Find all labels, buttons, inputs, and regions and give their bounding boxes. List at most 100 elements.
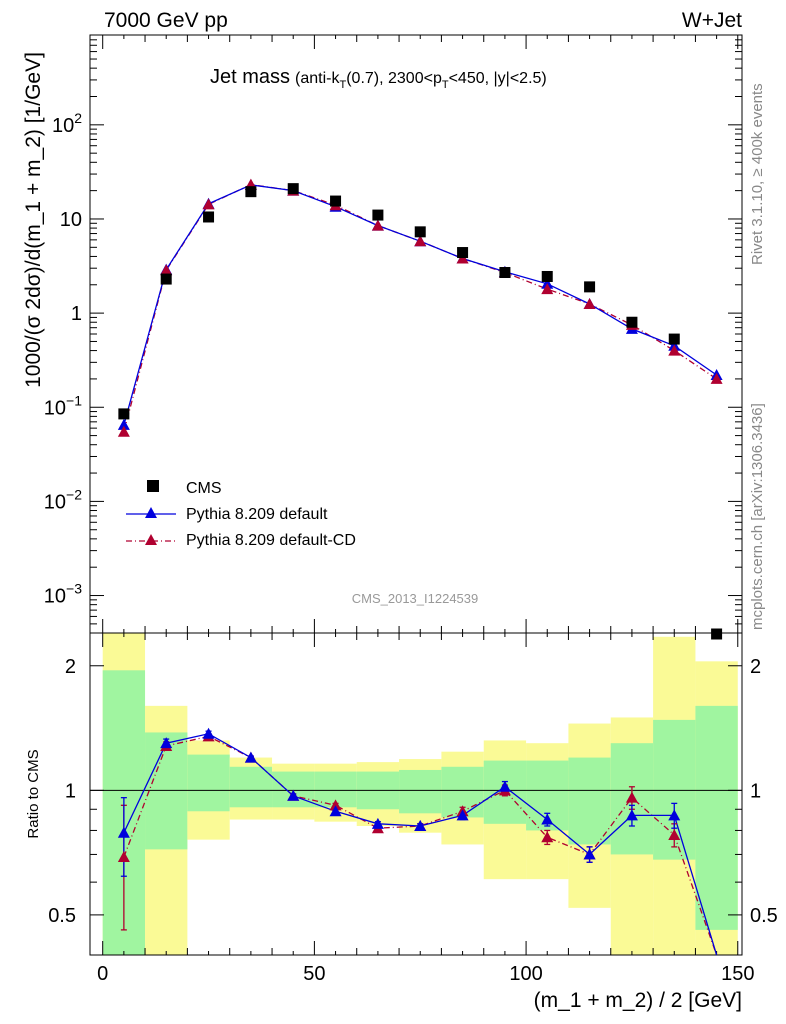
ratio-y-tick-label-right: 0.5 xyxy=(750,905,778,927)
main-y-tick-labels: 10−3 10−2 10−1 1 10 102 xyxy=(44,110,82,608)
ratio-point-default xyxy=(329,805,342,817)
ratio-data-marks xyxy=(117,727,718,956)
ratio-point-default xyxy=(371,817,384,829)
point-cms xyxy=(160,273,172,285)
band-inner xyxy=(568,757,611,845)
main-tick-group xyxy=(90,34,742,634)
ratio-y-tick-label-right: 2 xyxy=(750,656,761,678)
mcplots-label: mcplots.cern.ch [arXiv:1306.3436] xyxy=(749,403,766,630)
annotation-main: Jet mass xyxy=(210,66,290,88)
ratio-frame xyxy=(89,632,743,956)
point-cms xyxy=(626,316,638,328)
legend-marker-default xyxy=(145,507,157,518)
point-cms xyxy=(668,333,680,345)
x-tick-labels: 0 50 100 150 xyxy=(97,963,754,985)
point-cms xyxy=(118,408,130,420)
point-cms xyxy=(499,267,511,279)
point-default-cd xyxy=(371,219,384,231)
legend-marker-default-cd xyxy=(145,534,157,545)
point-cms xyxy=(372,209,384,221)
ratio-point-default xyxy=(160,737,173,749)
point-cms xyxy=(584,281,596,293)
point-cms xyxy=(287,183,299,195)
point-default-cd xyxy=(583,297,596,309)
annotation-sub-2: T xyxy=(442,79,449,91)
ratio-point-default xyxy=(456,809,469,821)
ratio-y-tick-label-left: 0.5 xyxy=(48,905,76,927)
main-y-tick-label: 10−2 xyxy=(44,486,82,513)
legend-label-default-cd: Pythia 8.209 default-CD xyxy=(186,532,356,549)
ratio-point-default-cd xyxy=(117,851,130,863)
ratio-point-default-cd xyxy=(329,799,342,811)
point-default-cd xyxy=(668,344,681,356)
ratio-point-default xyxy=(244,751,257,763)
legend-label-default: Pythia 8.209 default xyxy=(186,506,328,523)
legend-label-cms: CMS xyxy=(186,480,222,497)
ratio-point-default xyxy=(625,809,638,821)
annotation-detail-1: (anti-k xyxy=(295,70,340,87)
main-data-marks xyxy=(117,178,723,640)
ratio-uncertainty-bands xyxy=(102,633,738,955)
point-default-cd xyxy=(202,198,215,210)
ratio-tick-group xyxy=(90,633,742,956)
main-y-axis-title: 1000/(σ 2dσ)/d(m_1 + m_2) [1/GeV] xyxy=(22,52,45,388)
ratio-y-axis-title: Ratio to CMS xyxy=(25,749,42,838)
band-inner xyxy=(695,705,738,930)
ratio-y-tick-label-right: 1 xyxy=(750,780,761,802)
header-right-label: W+Jet xyxy=(682,9,742,32)
analysis-watermark: CMS_2013_I1224539 xyxy=(352,591,479,606)
band-inner xyxy=(272,771,315,808)
ratio-point-default xyxy=(117,826,130,838)
x-tick-label: 100 xyxy=(509,963,542,985)
main-y-tick-label: 10−1 xyxy=(44,392,82,419)
main-y-tick-label: 10 xyxy=(60,209,82,231)
point-cms xyxy=(457,247,469,259)
main-y-tick-label: 102 xyxy=(52,110,82,137)
ratio-point-default xyxy=(668,809,681,821)
rivet-version-label: Rivet 3.1.10, ≥ 400k events xyxy=(749,83,766,265)
ratio-point-default xyxy=(583,848,596,860)
point-default-cd xyxy=(414,235,427,247)
point-default-cd xyxy=(710,372,723,384)
point-default xyxy=(117,418,130,430)
ratio-y-tick-label-left: 1 xyxy=(65,780,76,802)
x-tick-label: 150 xyxy=(721,963,754,985)
annotation-sub-1: T xyxy=(339,79,346,91)
plot-annotation: Jet mass (anti-kT(0.7), 2300<pT<450, |y|<… xyxy=(210,66,547,91)
point-default-cd xyxy=(541,283,554,295)
point-cms xyxy=(245,186,257,198)
band-inner xyxy=(187,754,230,812)
legend-marker-cms xyxy=(147,480,159,492)
ratio-point-default-cd xyxy=(541,831,554,843)
point-cms xyxy=(541,270,553,282)
ratio-point-default-cd xyxy=(668,828,681,840)
ratio-point-default xyxy=(287,789,300,801)
ratio-point-default xyxy=(414,819,427,831)
main-y-tick-label: 1 xyxy=(71,303,82,325)
band-inner xyxy=(145,732,188,850)
ratio-point-default xyxy=(202,727,215,739)
annotation-detail-3: <450, |y|<2.5) xyxy=(449,70,547,87)
main-y-tick-label: 10−3 xyxy=(44,581,82,608)
ratio-point-default-cd xyxy=(625,791,638,803)
legend: CMS Pythia 8.209 default Pythia 8.209 de… xyxy=(126,480,356,549)
point-cms xyxy=(330,195,342,207)
ratio-y-tick-labels: 0.5 0.5 1 1 2 2 xyxy=(48,656,778,927)
ratio-point-default xyxy=(541,813,554,825)
point-default-cd xyxy=(117,425,130,437)
ratio-panel: 0.5 0.5 1 1 2 2 0 50 100 150 Ratio to CMS (m_1 +… xyxy=(25,632,778,1012)
band-inner xyxy=(229,766,273,808)
ratio-point-default xyxy=(498,780,511,792)
point-cms xyxy=(414,226,426,238)
x-axis-title: (m_1 + m_2) / 2 [GeV] xyxy=(534,989,742,1012)
annotation-detail-2: (0.7), 2300<p xyxy=(346,70,442,87)
x-tick-label: 0 xyxy=(97,963,108,985)
point-default-cd xyxy=(160,264,173,276)
header-left-label: 7000 GeV pp xyxy=(104,9,228,32)
ratio-y-tick-label-left: 2 xyxy=(65,656,76,678)
band-inner xyxy=(399,769,442,814)
point-cms xyxy=(203,211,215,223)
x-tick-label: 50 xyxy=(303,963,325,985)
